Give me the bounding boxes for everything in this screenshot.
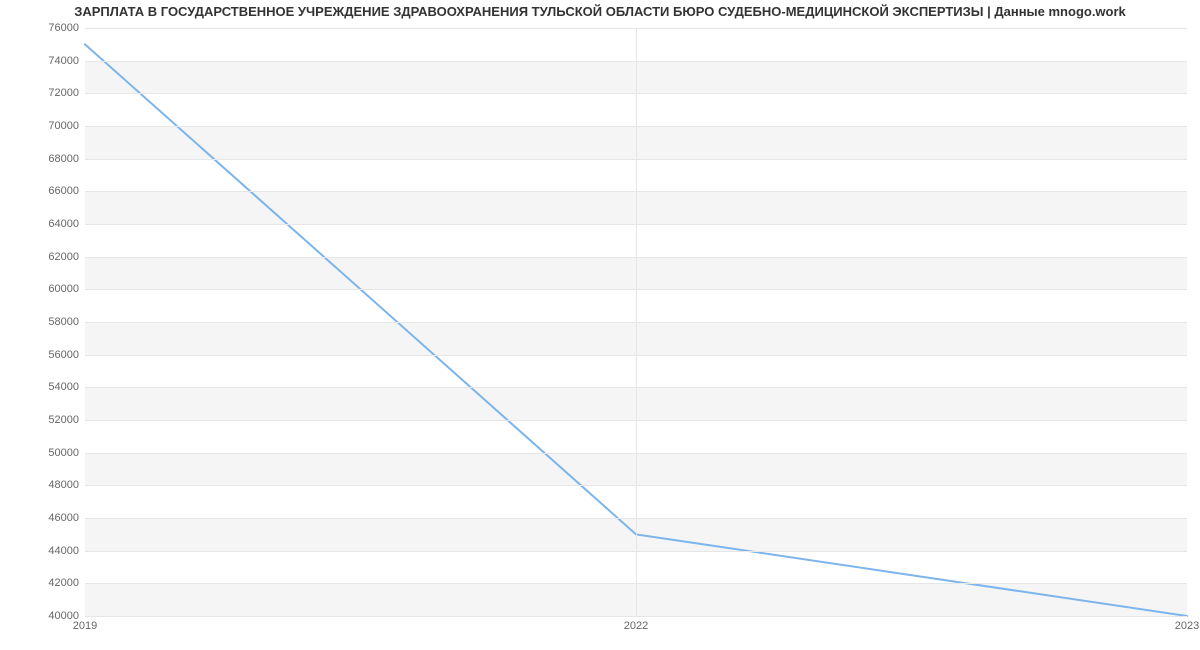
y-tick-label: 58000 — [48, 316, 79, 328]
x-tick-label: 2022 — [624, 620, 648, 632]
y-tick-label: 76000 — [48, 22, 79, 34]
y-tick-label: 70000 — [48, 120, 79, 132]
y-tick-label: 42000 — [48, 577, 79, 589]
y-tick-label: 72000 — [48, 87, 79, 99]
y-tick-label: 44000 — [48, 545, 79, 557]
chart-title: ЗАРПЛАТА В ГОСУДАРСТВЕННОЕ УЧРЕЖДЕНИЕ ЗД… — [0, 4, 1200, 19]
y-tick-label: 52000 — [48, 414, 79, 426]
y-tick-label: 64000 — [48, 218, 79, 230]
y-tick-label: 68000 — [48, 153, 79, 165]
y-grid-line — [85, 616, 1187, 617]
y-tick-label: 50000 — [48, 447, 79, 459]
y-tick-label: 66000 — [48, 185, 79, 197]
salary-line-chart: ЗАРПЛАТА В ГОСУДАРСТВЕННОЕ УЧРЕЖДЕНИЕ ЗД… — [0, 0, 1200, 650]
y-tick-label: 46000 — [48, 512, 79, 524]
y-tick-label: 54000 — [48, 381, 79, 393]
y-tick-label: 74000 — [48, 55, 79, 67]
y-tick-label: 62000 — [48, 251, 79, 263]
y-tick-label: 60000 — [48, 283, 79, 295]
x-grid-line — [636, 28, 637, 616]
x-tick-label: 2019 — [73, 620, 97, 632]
y-tick-label: 48000 — [48, 479, 79, 491]
y-tick-label: 56000 — [48, 349, 79, 361]
x-tick-label: 2023 — [1175, 620, 1199, 632]
plot-area: 4000042000440004600048000500005200054000… — [85, 28, 1187, 616]
